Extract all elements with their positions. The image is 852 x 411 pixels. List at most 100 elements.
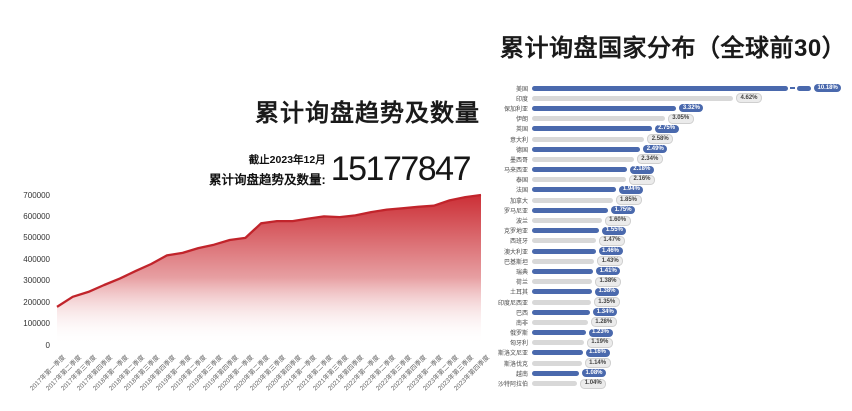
country-label: 克罗地亚	[503, 229, 528, 236]
bar-row: 斯洛伐克 1.14%	[490, 358, 852, 369]
percentage-badge: 2.49%	[643, 145, 668, 154]
bar-row: 英国 2.75%	[490, 124, 852, 134]
bar	[532, 146, 641, 152]
bar-segment-main	[532, 85, 788, 91]
percentage-badge: 1.47%	[598, 235, 625, 246]
country-label: 波兰	[515, 219, 528, 226]
country-label: 斯洛文尼亚	[497, 351, 528, 358]
bar-area: 1.38%	[532, 276, 852, 287]
total-inquiries-value: 15177847	[330, 150, 472, 188]
percentage-badge: 1.14%	[584, 358, 611, 369]
bar-row: 马来西亚 2.18%	[490, 165, 852, 175]
bar-area: 2.16%	[532, 174, 852, 185]
bar-area: 1.46%	[532, 247, 852, 256]
y-axis-tick-label: 0	[45, 340, 50, 350]
bar-row: 俄罗斯 1.23%	[490, 328, 852, 338]
axis-break	[788, 87, 797, 89]
bar-row: 西班牙 1.47%	[490, 235, 852, 246]
percentage-badge: 1.85%	[615, 195, 642, 206]
bar	[532, 279, 592, 285]
bar-area: 1.55%	[532, 226, 852, 235]
bar-area: 2.34%	[532, 154, 852, 165]
country-label: 斯洛伐克	[503, 361, 528, 368]
bar-area: 1.41%	[532, 267, 852, 276]
bar-row: 越南 1.08%	[490, 368, 852, 378]
bar-row: 克罗地亚 1.55%	[490, 226, 852, 236]
country-label: 印度尼西亚	[497, 300, 528, 307]
bar	[532, 197, 613, 203]
bar-area: 1.04%	[532, 378, 852, 389]
percentage-badge: 1.41%	[596, 267, 621, 276]
country-label: 意大利	[509, 137, 528, 144]
percentage-badge: 10.18%	[814, 84, 842, 93]
bar	[532, 289, 592, 295]
country-label: 罗马尼亚	[503, 208, 528, 215]
bar-row: 德国 2.49%	[490, 144, 852, 154]
bar	[532, 258, 595, 264]
percentage-badge: 1.19%	[586, 337, 613, 348]
country-label: 伊朗	[515, 117, 528, 124]
total-inquiries-label: 累计询盘趋势及数量:	[209, 172, 326, 187]
bar-area: 1.60%	[532, 215, 852, 226]
bar-row: 法国 1.94%	[490, 185, 852, 195]
bar	[532, 319, 588, 325]
y-axis-tick-label: 200000	[23, 297, 50, 307]
bar-row: 墨西哥 2.34%	[490, 154, 852, 165]
country-label: 加拿大	[509, 198, 528, 205]
country-label: 美国	[515, 86, 528, 93]
bar	[532, 105, 677, 111]
country-label: 保加利亚	[503, 106, 528, 113]
bar-row: 罗马尼亚 1.75%	[490, 205, 852, 215]
bar-row: 荷兰 1.38%	[490, 276, 852, 287]
bar	[532, 116, 665, 122]
bar-row: 保加利亚 3.32%	[490, 103, 852, 113]
percentage-badge: 2.16%	[629, 174, 656, 185]
country-bar-chart: 美国 10.18% 印度 4.62% 保加利亚 3.32% 伊朗 3.05% 英国 2.75% 意大…	[490, 83, 852, 389]
percentage-badge: 3.05%	[667, 113, 694, 124]
bar-row: 伊朗 3.05%	[490, 113, 852, 124]
percentage-badge: 1.23%	[588, 328, 613, 337]
bar-area: 1.43%	[532, 256, 852, 267]
bar	[532, 340, 584, 346]
bar	[532, 268, 594, 274]
axis-break-dash	[790, 87, 795, 89]
percentage-badge: 4.62%	[736, 93, 763, 104]
percentage-badge: 1.43%	[597, 256, 624, 267]
bar-row: 瑞典 1.41%	[490, 266, 852, 276]
trend-area-svg	[56, 193, 482, 345]
percentage-badge: 1.16%	[585, 348, 610, 357]
bar-row: 澳大利亚 1.46%	[490, 246, 852, 256]
bar-row: 土耳其 1.38%	[490, 287, 852, 297]
bar-area: 2.58%	[532, 134, 852, 145]
bar-area: 1.14%	[532, 358, 852, 369]
area-fill	[57, 195, 481, 345]
percentage-badge: 1.35%	[593, 297, 620, 308]
country-label: 巴西	[515, 310, 528, 317]
bar-row: 匈牙利 1.19%	[490, 337, 852, 348]
bar-row: 意大利 2.58%	[490, 134, 852, 145]
percentage-badge: 2.34%	[636, 154, 663, 165]
country-label: 澳大利亚	[503, 249, 528, 256]
percentage-badge: 1.04%	[580, 378, 607, 389]
bar	[532, 187, 617, 193]
bar	[532, 218, 602, 224]
bar-area: 2.49%	[532, 145, 852, 154]
percentage-badge: 1.08%	[582, 369, 607, 378]
bar-row: 南非 1.28%	[490, 317, 852, 328]
country-label: 英国	[515, 127, 528, 134]
percentage-badge: 1.38%	[595, 276, 622, 287]
trend-area-chart: 700000 600000 500000 400000 300000 200000 1000…	[0, 190, 495, 411]
country-label: 巴基斯坦	[503, 259, 528, 266]
bar-area: 1.38%	[532, 287, 852, 296]
bar	[532, 95, 733, 101]
country-label: 墨西哥	[509, 157, 528, 164]
bar	[532, 228, 600, 234]
bar	[532, 136, 645, 142]
y-axis-tick-label: 300000	[23, 276, 50, 286]
country-label: 匈牙利	[509, 341, 528, 348]
trend-chart-title: 累计询盘趋势及数量	[255, 100, 480, 127]
bar-area: 1.23%	[532, 328, 852, 337]
percentage-badge: 1.38%	[595, 287, 620, 296]
bar	[532, 156, 634, 162]
bar	[532, 381, 578, 387]
